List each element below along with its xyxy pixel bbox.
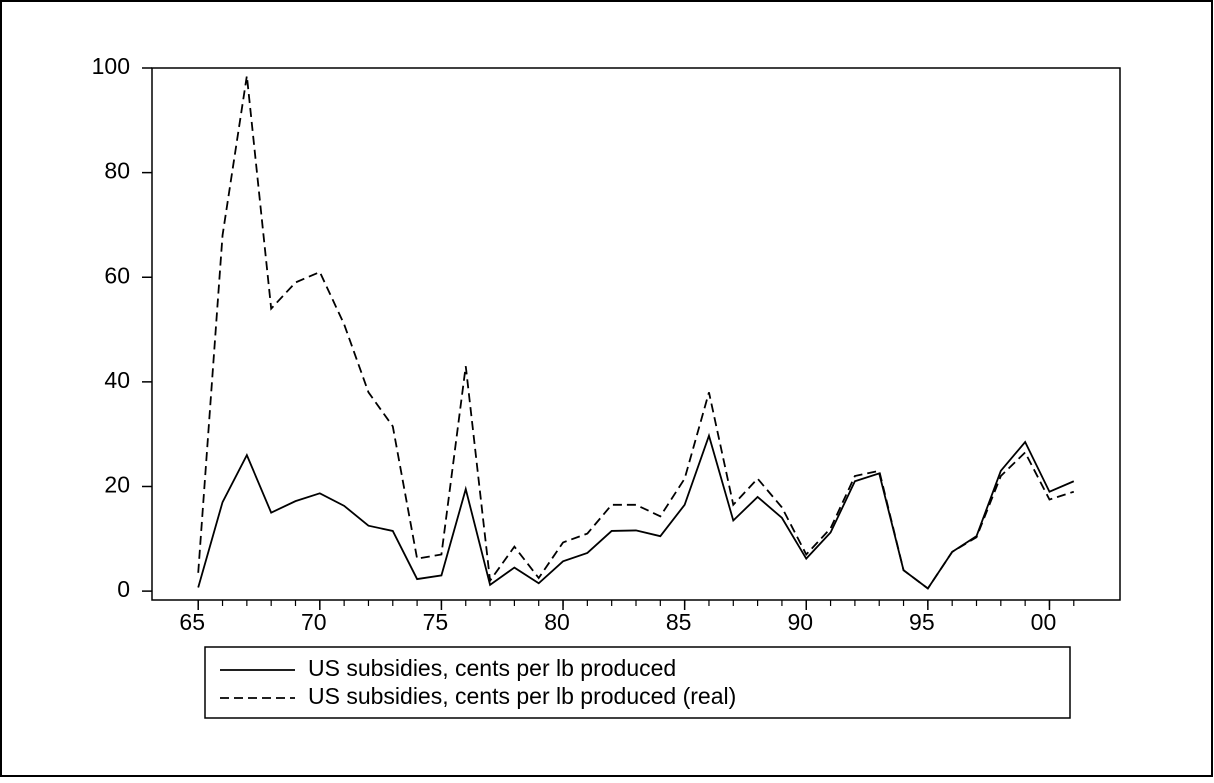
x-tick-label: 75 <box>423 609 449 635</box>
y-tick-label: 40 <box>104 367 130 393</box>
x-tick-label: 85 <box>666 609 692 635</box>
legend <box>204 646 1071 719</box>
legend-label: US subsidies, cents per lb produced (rea… <box>308 683 736 709</box>
x-tick-label: 90 <box>787 609 813 635</box>
y-tick-label: 20 <box>104 472 130 498</box>
x-tick-label: 00 <box>1031 609 1057 635</box>
y-tick-label: 60 <box>104 262 130 288</box>
series-line <box>197 75 1075 590</box>
legend-label: US subsidies, cents per lb produced <box>308 655 676 681</box>
x-tick-label: 65 <box>179 609 205 635</box>
x-tick-label: 80 <box>544 609 570 635</box>
y-tick-label: 100 <box>92 53 130 79</box>
x-tick-label: 70 <box>301 609 327 635</box>
x-tick-label: 95 <box>909 609 935 635</box>
y-tick-label: 80 <box>104 158 130 184</box>
y-tick-label: 0 <box>117 576 130 602</box>
